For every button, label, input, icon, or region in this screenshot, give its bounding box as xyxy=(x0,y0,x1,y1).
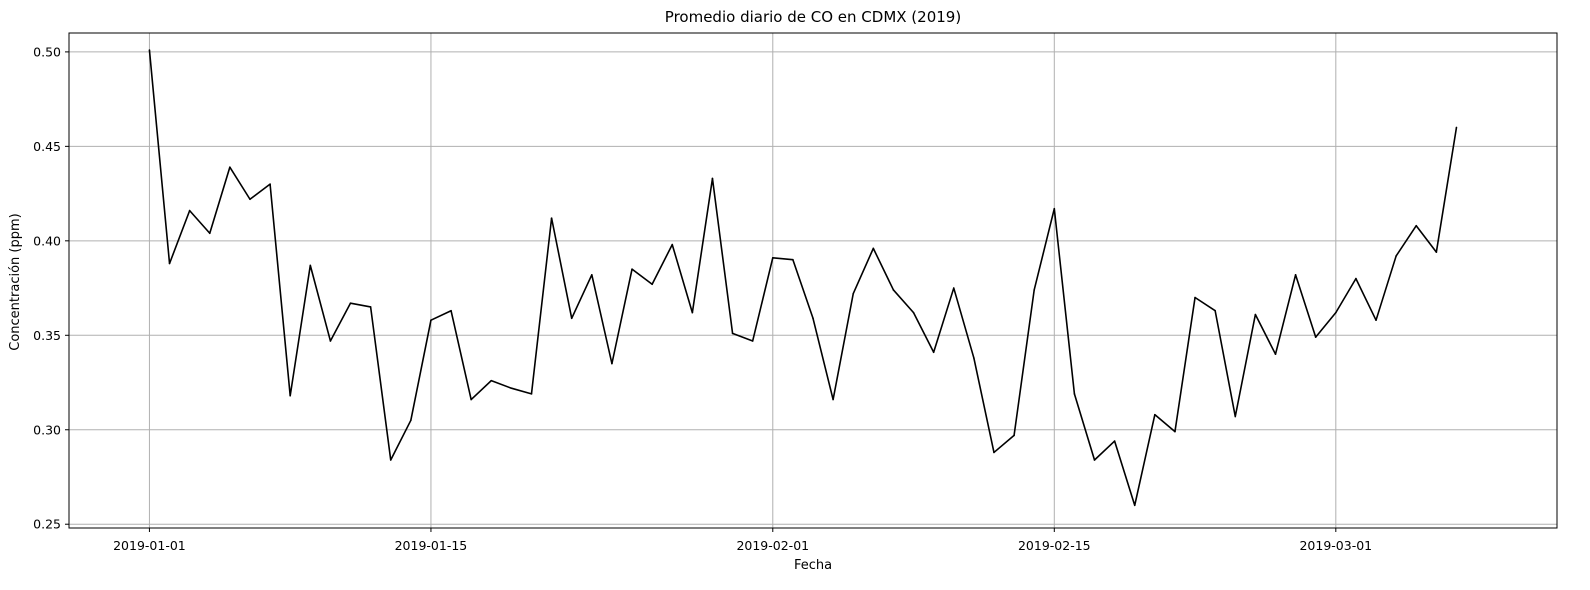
data-point xyxy=(751,340,754,342)
data-point xyxy=(591,274,593,276)
data-point xyxy=(289,394,291,397)
data-point xyxy=(1274,353,1277,355)
data-point xyxy=(1335,311,1337,314)
data-point xyxy=(269,183,271,185)
data-point xyxy=(530,393,533,395)
data-point xyxy=(892,289,895,291)
data-point xyxy=(309,264,312,267)
data-point xyxy=(229,166,231,168)
data-point xyxy=(711,177,714,180)
data-point xyxy=(1294,274,1297,276)
plot-frame xyxy=(68,32,1558,529)
y-tick-label: 0.45 xyxy=(33,139,61,154)
y-axis-label: Concentración (ppm) xyxy=(8,213,23,350)
data-point xyxy=(993,451,995,454)
data-point xyxy=(771,257,774,259)
data-point xyxy=(1093,459,1096,461)
data-point xyxy=(1133,504,1136,507)
series-layer xyxy=(148,49,1458,507)
data-point xyxy=(1154,413,1156,416)
data-point xyxy=(973,357,975,359)
data-point xyxy=(430,319,432,321)
data-point xyxy=(249,198,251,201)
data-point xyxy=(912,311,915,314)
y-tick-label: 0.35 xyxy=(33,328,61,343)
data-point xyxy=(510,387,513,389)
data-point xyxy=(691,311,694,314)
y-tick-label: 0.30 xyxy=(33,422,61,437)
chart-title: Promedio diario de CO en CDMX (2019) xyxy=(665,8,961,26)
x-tick-label: 2019-01-15 xyxy=(395,538,468,553)
x-tick-label: 2019-02-01 xyxy=(736,538,809,553)
data-point xyxy=(1053,207,1056,210)
data-point xyxy=(1435,251,1438,253)
grid-lines xyxy=(69,33,1557,528)
data-point xyxy=(1234,415,1237,418)
x-axis-label: Fecha xyxy=(794,558,832,573)
data-point xyxy=(1355,277,1357,280)
data-point xyxy=(1214,309,1216,312)
data-point xyxy=(349,302,352,304)
data-point xyxy=(570,317,573,320)
data-point xyxy=(168,262,171,265)
data-point xyxy=(1174,430,1176,433)
data-point xyxy=(188,209,191,212)
data-point xyxy=(1314,336,1317,338)
data-point xyxy=(1415,224,1418,227)
data-point xyxy=(932,351,935,354)
data-point xyxy=(1395,255,1397,257)
data-point xyxy=(1455,126,1458,129)
data-point xyxy=(148,49,151,51)
y-tick-label: 0.50 xyxy=(33,44,61,59)
data-point xyxy=(470,398,472,401)
data-point xyxy=(550,217,553,219)
x-tick-label: 2019-01-01 xyxy=(113,538,186,553)
data-point xyxy=(410,419,412,422)
data-point xyxy=(872,247,875,250)
data-point xyxy=(832,398,834,401)
series-line xyxy=(148,49,1458,507)
data-point xyxy=(671,243,674,246)
data-point xyxy=(952,287,955,289)
data-point xyxy=(1375,319,1377,321)
data-point xyxy=(1013,434,1015,437)
data-point xyxy=(208,232,211,235)
data-point xyxy=(490,379,493,382)
data-point xyxy=(631,268,633,270)
data-point xyxy=(389,459,392,461)
data-point xyxy=(651,283,653,286)
data-point xyxy=(450,309,452,312)
data-point xyxy=(1073,393,1076,395)
y-tick-label: 0.40 xyxy=(33,233,61,248)
x-tick-label: 2019-02-15 xyxy=(1018,538,1091,553)
data-point xyxy=(1033,289,1035,291)
data-point xyxy=(1254,313,1257,316)
x-tick-label: 2019-03-01 xyxy=(1299,538,1372,553)
y-tick-label: 0.25 xyxy=(33,517,61,532)
data-point xyxy=(329,340,332,342)
data-point xyxy=(852,292,855,295)
axis-ticks: 0.25 0.30 0.35 0.40 0.45 0.50 2019-01-01 2019-0… xyxy=(33,44,1372,553)
data-point xyxy=(731,332,734,335)
data-point xyxy=(1194,296,1196,299)
data-point xyxy=(812,317,814,320)
data-point xyxy=(1113,440,1116,442)
data-point xyxy=(369,306,372,308)
data-point xyxy=(611,362,613,365)
data-point xyxy=(792,258,794,261)
